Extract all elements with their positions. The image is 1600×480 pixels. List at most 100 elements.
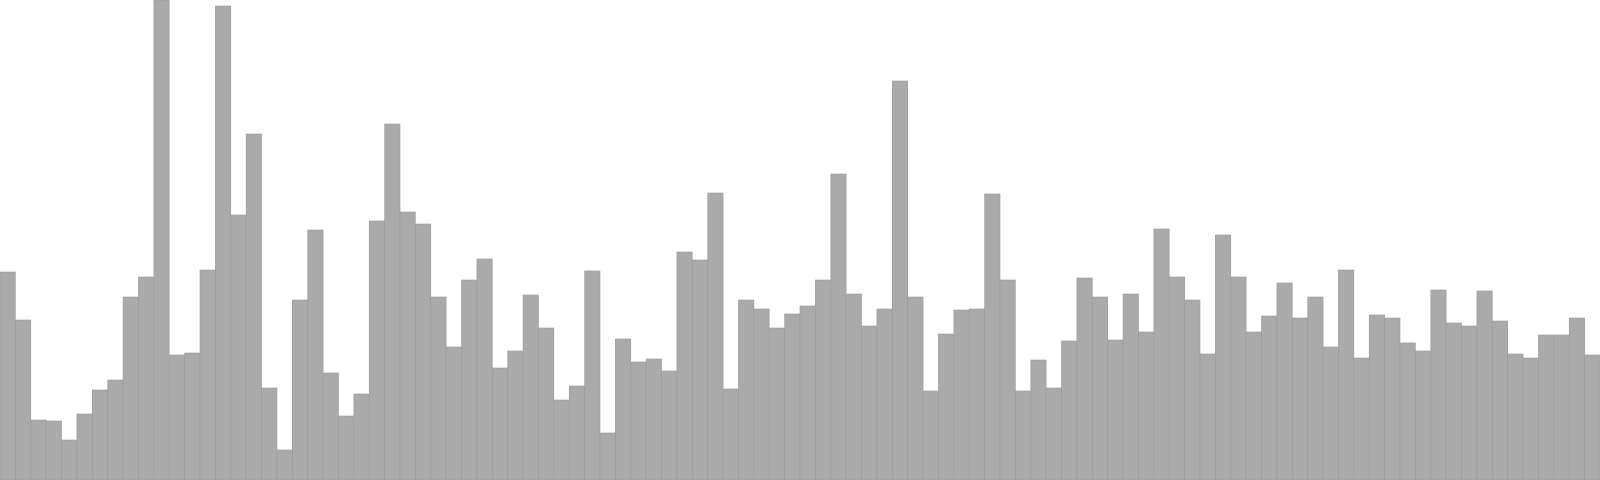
bar-25 [368,220,385,480]
bar-20 [292,299,308,480]
bar-14 [199,269,216,480]
bar-62 [938,333,955,480]
bar-12 [168,354,185,480]
bar-34 [507,350,524,480]
bar-54 [815,279,832,480]
bar-27 [399,211,416,480]
bar-8 [107,379,124,480]
bar-17 [245,133,262,480]
bar-73 [1107,339,1124,480]
bar-49 [738,299,755,480]
bar-11 [153,0,170,480]
bar-10 [138,276,155,480]
bar-32 [476,258,493,480]
bar-26 [384,123,401,480]
bar-28 [415,223,432,480]
bar-21 [307,229,324,480]
bar-51 [768,327,785,480]
bar-89 [1353,357,1370,480]
bar-9 [122,296,139,480]
bar-15 [215,5,232,480]
bar-77 [1168,276,1185,480]
bar-2 [15,319,32,480]
bar-87 [1322,346,1339,480]
bar-96 [1461,325,1478,480]
bar-53 [799,305,816,480]
bar-58 [876,308,893,480]
bar-16 [230,214,247,480]
bar-79 [1199,353,1216,480]
bar-5 [61,439,78,480]
bar-22 [322,372,339,480]
bar-41 [615,338,632,480]
bar-85 [1292,317,1308,480]
bar-88 [1338,269,1355,480]
bar-92 [1399,342,1416,480]
bar-36 [538,327,555,480]
bar-23 [338,415,355,480]
bar-29 [430,296,447,480]
bar-104 [1584,354,1600,480]
bar-37 [553,399,570,480]
bar-33 [492,367,508,480]
bar-78 [1184,299,1201,480]
bar-68 [1030,359,1047,480]
bar-99 [1507,353,1524,480]
bar-76 [1153,228,1170,480]
bar-4 [45,420,62,480]
bar-67 [1015,390,1032,480]
bar-48 [722,388,739,480]
bar-24 [353,393,370,480]
bar-46 [692,259,708,480]
bar-6 [76,413,93,480]
bar-63 [953,309,970,480]
bar-55 [830,173,847,480]
bar-82 [1245,331,1262,480]
bar-50 [753,308,770,480]
bar-74 [1122,293,1139,480]
bar-3 [30,419,47,480]
bar-95 [1445,322,1462,480]
bar-98 [1492,320,1508,480]
bar-65 [984,193,1001,480]
bar-13 [184,352,201,480]
bar-40 [599,432,616,480]
bar-91 [1384,317,1401,480]
bar-90 [1368,314,1385,480]
bar-59 [892,80,908,480]
bar-57 [861,325,878,480]
bar-64 [968,308,985,480]
bar-81 [1230,276,1247,480]
bar-52 [784,313,801,480]
bar-7 [92,389,108,480]
bar-94 [1430,289,1447,480]
bar-72 [1092,296,1108,480]
bar-38 [568,385,585,480]
bar-19 [276,449,293,480]
bar-69 [1045,387,1062,480]
bar-86 [1307,296,1324,480]
bar-101 [1538,334,1555,480]
bar-83 [1261,315,1278,480]
bar-84 [1276,282,1293,480]
bar-1 [0,271,16,480]
bar-93 [1415,350,1432,480]
bar-43 [645,358,662,480]
bar-100 [1522,357,1539,480]
bar-18 [261,387,278,480]
bar-45 [676,251,693,480]
bar-75 [1138,331,1155,480]
bar-39 [584,270,601,480]
bar-70 [1061,340,1078,480]
bar-56 [845,293,862,480]
bar-47 [707,192,724,480]
bar-71 [1076,277,1093,480]
bar-31 [461,279,478,480]
bar-103 [1568,317,1585,480]
bar-35 [522,294,539,480]
bar-80 [1215,234,1232,480]
bar-61 [922,390,939,480]
bar-60 [907,296,924,480]
